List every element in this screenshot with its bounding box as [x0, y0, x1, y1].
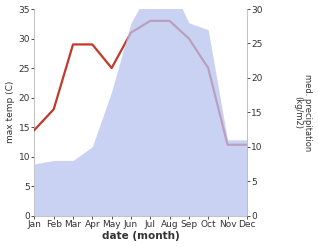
Y-axis label: med. precipitation
(kg/m2): med. precipitation (kg/m2): [293, 74, 313, 151]
Y-axis label: max temp (C): max temp (C): [5, 81, 15, 144]
X-axis label: date (month): date (month): [102, 231, 179, 242]
